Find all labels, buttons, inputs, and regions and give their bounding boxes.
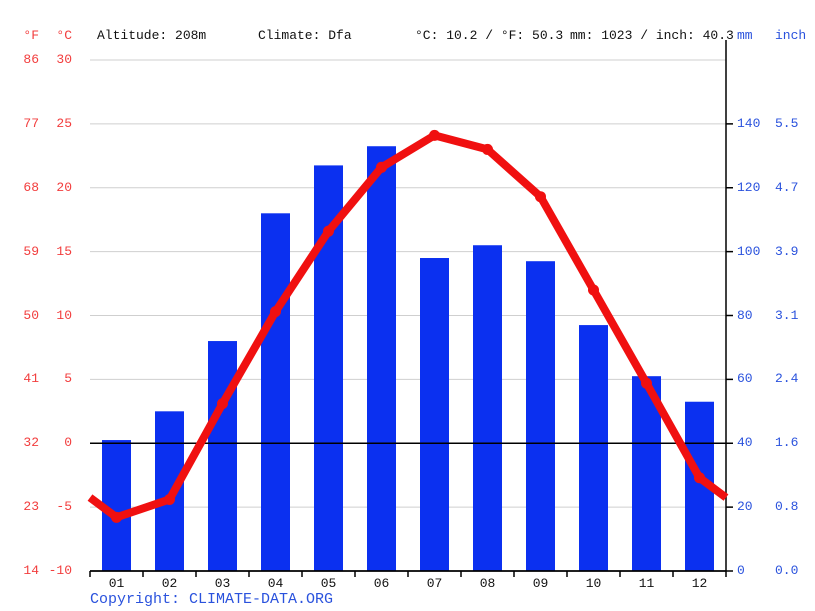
temperature-point-03 — [217, 398, 228, 410]
temperature-point-06 — [376, 161, 387, 173]
month-label-02: 02 — [161, 576, 178, 591]
precip-bar-10 — [579, 325, 608, 571]
f-tick-label-32: 32 — [23, 435, 39, 451]
mm-tick-label-60: 60 — [737, 371, 753, 387]
precip-bar-03 — [208, 341, 237, 571]
c-tick-label--5: -5 — [56, 499, 72, 515]
mm-tick-label-140: 140 — [737, 115, 761, 131]
precip-bar-09 — [526, 261, 555, 571]
temperature-point-01 — [111, 511, 122, 523]
f-unit-header: °F — [23, 28, 39, 43]
c-tick-label-10: 10 — [56, 307, 72, 323]
copyright: Copyright: CLIMATE-DATA.ORG — [90, 592, 333, 608]
month-label-12: 12 — [691, 576, 708, 591]
month-label-04: 04 — [267, 576, 284, 591]
f-tick-label-14: 14 — [23, 563, 39, 578]
f-tick-label-41: 41 — [23, 371, 39, 387]
inch-tick-label-2.4: 2.4 — [775, 371, 799, 387]
mm-tick-label-0: 0 — [737, 563, 745, 578]
inch-tick-label-0.0: 0.0 — [775, 563, 799, 578]
c-tick-label-30: 30 — [56, 52, 72, 67]
precip-bar-11 — [632, 376, 661, 571]
temperature-point-02 — [164, 493, 175, 505]
temperature-line — [87, 131, 729, 522]
f-tick-label-23: 23 — [23, 499, 39, 515]
c-tick-label-25: 25 — [56, 115, 72, 131]
precipitation-summary: mm: 1023 / inch: 40.3 — [570, 28, 734, 43]
month-label-05: 05 — [320, 576, 337, 591]
month-label-07: 07 — [426, 576, 443, 591]
month-label-03: 03 — [214, 576, 231, 591]
c-tick-label-20: 20 — [56, 179, 72, 195]
mm-tick-label-20: 20 — [737, 499, 753, 515]
month-label-06: 06 — [373, 576, 390, 591]
f-tick-label-68: 68 — [23, 179, 39, 195]
precip-bar-06 — [367, 146, 396, 571]
copyright-link[interactable]: CLIMATE-DATA.ORG — [189, 591, 334, 608]
f-tick-label-59: 59 — [23, 243, 39, 259]
temperature-point-09 — [535, 191, 546, 203]
temperature-point-08 — [482, 143, 493, 155]
mm-tick-label-100: 100 — [737, 243, 761, 259]
precip-bar-02 — [155, 411, 184, 571]
precip-bar-04 — [261, 213, 290, 572]
climate-class-label: Climate: Dfa — [258, 28, 352, 43]
temperature-point-10 — [588, 284, 599, 296]
temperature-point-05 — [323, 225, 334, 237]
inch-unit-header: inch — [775, 28, 807, 43]
inch-tick-label-0.8: 0.8 — [775, 499, 799, 515]
c-tick-label-5: 5 — [64, 371, 72, 387]
inch-tick-label-3.9: 3.9 — [775, 243, 799, 259]
mm-tick-label-120: 120 — [737, 179, 761, 195]
inch-tick-label-5.5: 5.5 — [775, 115, 799, 131]
inch-tick-label-3.1: 3.1 — [775, 307, 799, 323]
month-label-08: 08 — [479, 576, 496, 591]
inch-tick-label-4.7: 4.7 — [775, 179, 799, 195]
temperature-point-07 — [429, 129, 440, 141]
inch-tick-label-1.6: 1.6 — [775, 435, 799, 451]
month-label-09: 09 — [532, 576, 549, 591]
copyright-label: Copyright: — [90, 591, 190, 608]
temperature-point-12 — [694, 472, 705, 484]
f-tick-label-86: 86 — [23, 52, 39, 67]
mm-tick-label-40: 40 — [737, 435, 753, 451]
temperature-point-04 — [270, 306, 281, 318]
precip-bar-07 — [420, 258, 449, 571]
mm-unit-header: mm — [737, 28, 753, 43]
c-tick-label-15: 15 — [56, 243, 72, 259]
precip-bar-08 — [473, 245, 502, 572]
c-tick-label-0: 0 — [64, 435, 72, 451]
altitude-label: Altitude: 208m — [97, 28, 207, 43]
c-tick-label--10: -10 — [48, 563, 72, 578]
f-tick-label-50: 50 — [23, 307, 39, 323]
mm-tick-label-80: 80 — [737, 307, 753, 323]
month-label-01: 01 — [108, 576, 125, 591]
temperature-summary: °C: 10.2 / °F: 50.3 — [415, 28, 564, 43]
month-label-11: 11 — [638, 576, 655, 591]
c-unit-header: °C — [56, 28, 72, 43]
month-label-10: 10 — [585, 576, 602, 591]
temperature-point-11 — [641, 377, 652, 389]
f-tick-label-77: 77 — [23, 115, 39, 131]
